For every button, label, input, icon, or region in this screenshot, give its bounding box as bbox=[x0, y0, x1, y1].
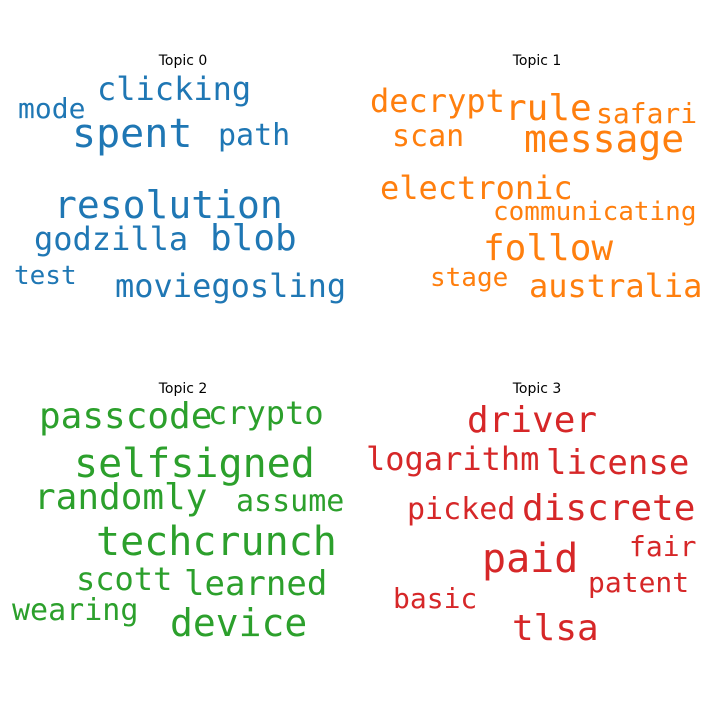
topic-1-word-decrypt: decrypt bbox=[370, 82, 505, 120]
topic-0-word-godzilla: godzilla bbox=[34, 220, 188, 258]
topic-1-title: Topic 1 bbox=[512, 53, 562, 69]
topic-1-word-safari: safari bbox=[596, 97, 697, 130]
topic-3-word-license: license bbox=[546, 443, 689, 483]
topic-2-word-learned: learned bbox=[184, 564, 327, 604]
topic-1-word-follow: follow bbox=[483, 228, 613, 269]
topic-1-word-stage: stage bbox=[430, 263, 508, 293]
topic-3-word-patent: patent bbox=[588, 566, 689, 599]
topic-1-word-communicating: communicating bbox=[493, 197, 697, 227]
topic-2-word-device: device bbox=[170, 601, 307, 645]
topic-0-word-spent: spent bbox=[72, 111, 192, 157]
topic-2-word-randomly: randomly bbox=[34, 477, 207, 518]
topic-2-word-scott: scott bbox=[76, 560, 172, 598]
topic-0-word-clicking: clicking bbox=[97, 70, 251, 108]
topic-3-word-logarithm: logarithm bbox=[366, 440, 539, 478]
topic-2-word-techcrunch: techcrunch bbox=[96, 519, 337, 565]
topic-1-word-electronic: electronic bbox=[380, 169, 573, 207]
topic-2-word-crypto: crypto bbox=[208, 394, 324, 432]
topic-3-word-picked: picked bbox=[407, 492, 515, 527]
topic-2-title: Topic 2 bbox=[158, 381, 208, 397]
topic-0-word-resolution: resolution bbox=[54, 183, 283, 227]
topic-2-word-passcode: passcode bbox=[39, 396, 212, 437]
topic-1-word-scan: scan bbox=[392, 119, 464, 154]
topic-3-word-discrete: discrete bbox=[522, 488, 695, 529]
topic-3-word-basic: basic bbox=[393, 582, 477, 615]
topic-3-word-driver: driver bbox=[467, 400, 597, 441]
topic-1-word-australia: australia bbox=[529, 267, 702, 305]
topic-0-word-moviegosling: moviegosling bbox=[115, 267, 346, 305]
topic-0-word-mode: mode bbox=[18, 92, 85, 125]
topic-1-words: decrypt rule safari scan message electronicco… bbox=[370, 82, 702, 305]
topic-0-word-test: test bbox=[14, 261, 77, 291]
topic-1-word-rule: rule bbox=[505, 88, 592, 129]
topic-0-title: Topic 0 bbox=[158, 53, 208, 69]
topic-2-word-selfsigned: selfsigned bbox=[74, 441, 315, 487]
topic-1-panel: Topic 1 decrypt rule safari scan message elec… bbox=[370, 53, 702, 305]
topic-0-word-blob: blob bbox=[210, 218, 297, 259]
topic-2-word-wearing: wearing bbox=[12, 593, 138, 628]
topic-1-word-message: message bbox=[524, 117, 684, 161]
topic-2-word-assume: assume bbox=[236, 484, 344, 519]
topic-3-word-fair: fair bbox=[629, 530, 696, 563]
topic-3-title: Topic 3 bbox=[512, 381, 562, 397]
topic-3-word-tlsa: tlsa bbox=[512, 608, 599, 649]
topic-0-word-path: path bbox=[218, 118, 290, 153]
topic-3-word-paid: paid bbox=[482, 536, 578, 582]
